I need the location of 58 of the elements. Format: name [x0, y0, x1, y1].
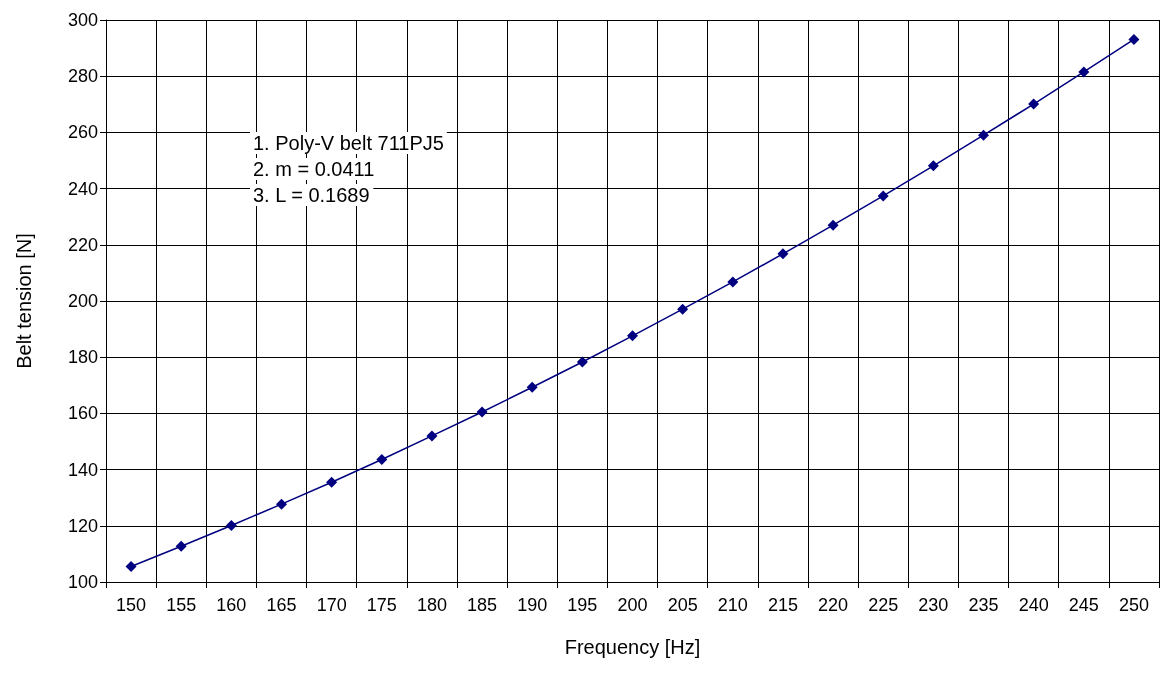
point [1028, 98, 1040, 110]
x-tick-label: 225 [868, 595, 899, 615]
x-tick-label: 210 [717, 595, 748, 615]
x-tick-label: 170 [316, 595, 347, 615]
point [1078, 66, 1090, 78]
x-tick-label: 205 [667, 595, 698, 615]
point [276, 498, 287, 510]
y-tick-label: 220 [67, 234, 98, 255]
y-axis-title: Belt tension [N] [13, 233, 35, 369]
point [426, 430, 438, 442]
x-tick-label: 175 [366, 595, 397, 615]
point [576, 356, 588, 368]
x-tick-label: 160 [216, 595, 247, 615]
y-tick-label: 260 [67, 122, 98, 143]
y-tick-label: 300 [67, 10, 98, 30]
point [727, 276, 739, 288]
x-tick-label: 220 [818, 595, 849, 615]
point [827, 219, 839, 231]
x-tick-label: 195 [567, 595, 598, 615]
x-tick-label: 245 [1068, 595, 1099, 615]
x-tick-label: 200 [617, 595, 648, 615]
point [777, 248, 789, 260]
x-tick-label: 250 [1118, 595, 1149, 615]
x-tick-label: 155 [166, 595, 197, 615]
point [376, 453, 388, 465]
point [526, 381, 538, 393]
point [225, 520, 237, 532]
point [877, 190, 889, 202]
point [1128, 33, 1140, 45]
x-tick-label: 190 [517, 595, 548, 615]
x-tick-label: 180 [416, 595, 447, 615]
point [125, 561, 137, 573]
y-tick-label: 120 [67, 515, 98, 536]
point [627, 330, 638, 342]
point [326, 476, 338, 488]
y-tick-label: 240 [67, 178, 98, 199]
x-tick-label: 215 [767, 595, 798, 615]
y-tick-label: 100 [67, 572, 98, 592]
annotation: 1. Poly-V belt 711PJ5 [253, 132, 444, 154]
point [927, 160, 939, 172]
annotation: 3. L = 0.1689 [253, 184, 370, 206]
y-tick-label: 160 [67, 403, 98, 424]
point [677, 303, 689, 315]
y-tick-label: 280 [67, 66, 98, 87]
x-tick-label: 150 [116, 595, 147, 615]
y-tick-label: 180 [67, 347, 98, 368]
point [476, 406, 488, 418]
x-tick-label: 240 [1018, 595, 1049, 615]
annotation: 2. m = 0.0411 [253, 158, 375, 180]
y-tick-label: 140 [67, 459, 98, 480]
x-tick-label: 185 [467, 595, 498, 615]
x-tick-label: 230 [918, 595, 949, 615]
x-tick-label: 235 [968, 595, 999, 615]
x-tick-label: 165 [266, 595, 297, 615]
point [978, 129, 989, 141]
x-axis-title: Frequency [Hz] [564, 636, 701, 658]
y-tick-label: 200 [67, 291, 98, 311]
point [175, 540, 187, 552]
